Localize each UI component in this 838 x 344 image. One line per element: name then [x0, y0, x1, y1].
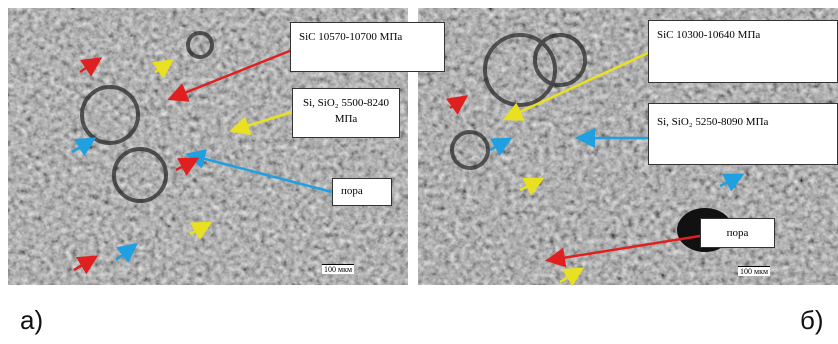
- scale-bar: 100 мкм: [738, 266, 770, 276]
- label-box: Si, SiO₂ 5500-8240 МПа: [292, 88, 400, 138]
- scale-bar: 100 мкм: [322, 264, 354, 274]
- label-box: Si, SiO₂ 5250-8090 МПа: [648, 103, 838, 165]
- label-box: пора: [332, 178, 392, 206]
- figure: SiC 10570-10700 МПа Si, SiO₂ 5500-8240 М…: [0, 0, 838, 344]
- label-box: пора: [700, 218, 775, 248]
- label-box: SiC 10300-10640 МПа: [648, 20, 838, 83]
- label-box: SiC 10570-10700 МПа: [290, 22, 445, 72]
- caption: б): [800, 305, 824, 336]
- caption: а): [20, 305, 43, 336]
